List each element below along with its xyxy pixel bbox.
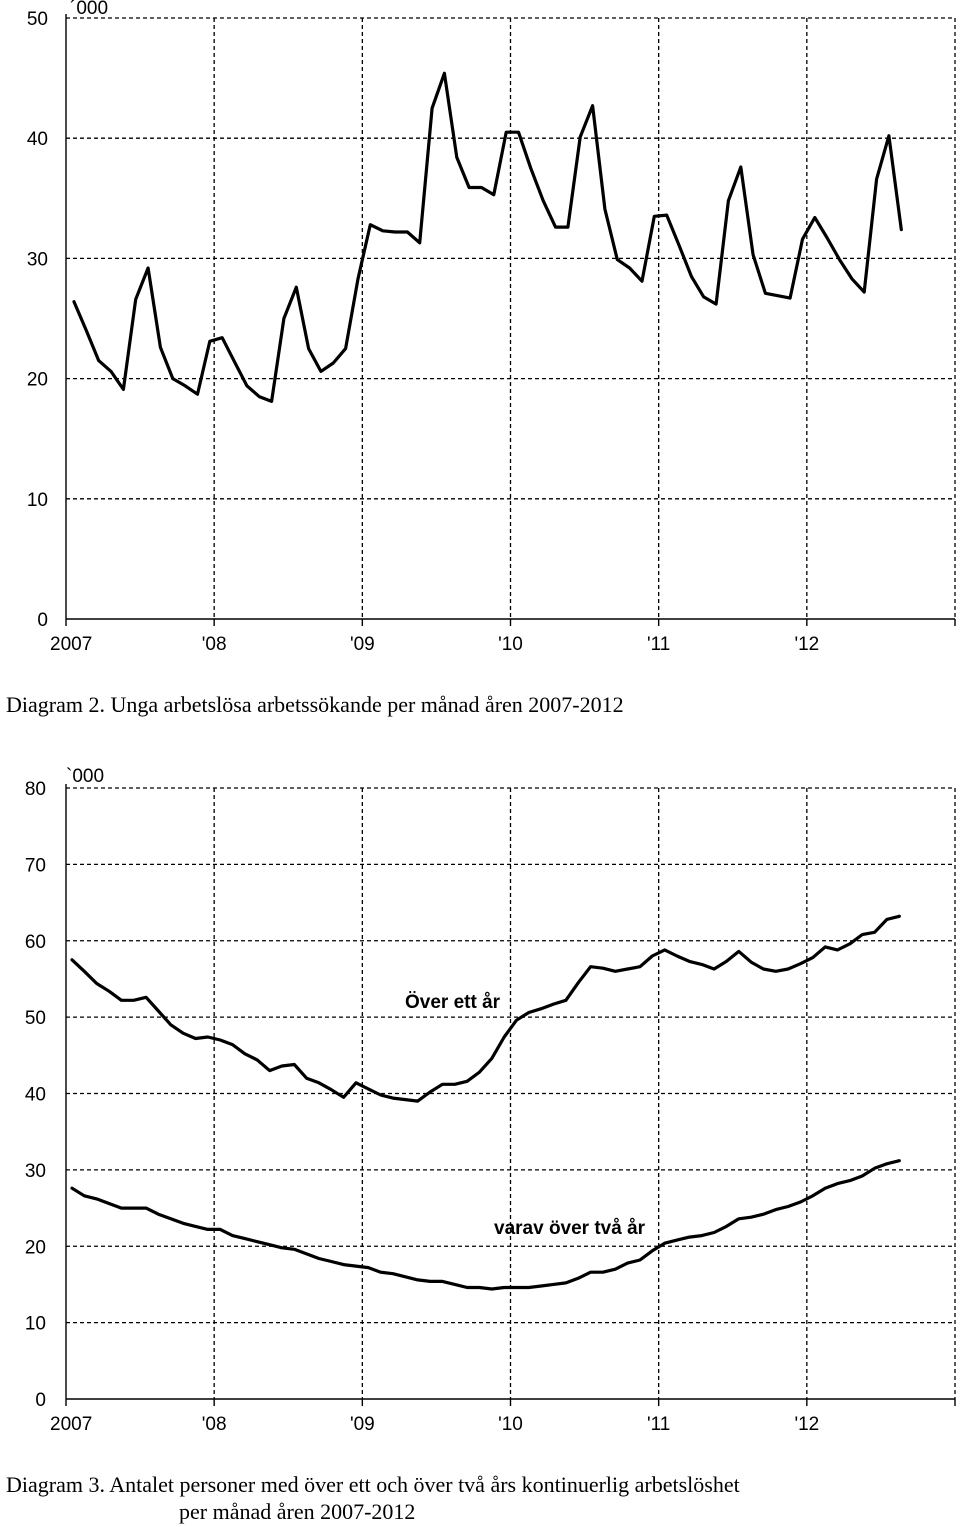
x-tick-label: '08 (202, 1414, 227, 1435)
diagram-2-caption-text: Diagram 2. Unga arbetslösa arbetssökande… (6, 692, 624, 717)
y-tick-label: 0 (35, 1390, 46, 1411)
x-tick-label: '12 (794, 1414, 819, 1435)
y-tick-label: 40 (27, 129, 48, 150)
diagram-3-caption-line-2: per månad åren 2007-2012 (179, 1499, 416, 1524)
x-tick-label: '09 (350, 634, 375, 655)
x-tick-label: '11 (647, 634, 670, 655)
y-tick-label: 40 (25, 1085, 46, 1106)
series-line (70, 1159, 901, 1291)
y-tick-label: 20 (27, 370, 48, 391)
diagram-3-caption: Diagram 3. Antalet personer med över ett… (6, 1471, 740, 1525)
x-tick-label: '11 (647, 1414, 670, 1435)
y-tick-label: 30 (25, 1161, 46, 1182)
y-tick-label: 10 (25, 1314, 46, 1335)
x-tick-label: 2007 (50, 1414, 92, 1435)
x-tick-label: 2007 (50, 634, 92, 655)
x-tick-label: '10 (498, 634, 523, 655)
y-tick-label: 70 (25, 855, 46, 876)
series-label: Över ett år (405, 992, 501, 1013)
y-tick-label: 30 (27, 249, 48, 270)
diagram-2-caption: Diagram 2. Unga arbetslösa arbetssökande… (6, 692, 624, 718)
chart-young-unemployed: 0 10 20 30 40 50 2007 '08 '09 '10 '11 '12 ´000 (27, 0, 956, 655)
unit-label: ´000 (70, 0, 108, 19)
x-tick-label: '08 (202, 634, 227, 655)
chart-long-term-unemployed: 0 10 20 30 40 50 60 70 80 2007 '08 '09 '10 '11 '12 `000… (25, 766, 956, 1435)
x-tick-label: '09 (350, 1414, 375, 1435)
series-line (72, 71, 903, 403)
y-tick-label: 10 (27, 490, 48, 511)
unit-label: `000 (66, 766, 104, 787)
x-tick-label: '10 (498, 1414, 523, 1435)
series-line (70, 914, 901, 1103)
y-tick-label: 60 (25, 932, 46, 953)
series-label: varav över två år (494, 1218, 646, 1239)
y-tick-label: 50 (25, 1008, 46, 1029)
y-tick-label: 20 (25, 1237, 46, 1258)
diagram-3-caption-line-1: Diagram 3. Antalet personer med över ett… (6, 1472, 740, 1497)
y-tick-label: 50 (27, 9, 48, 30)
y-tick-label: 0 (37, 610, 48, 631)
x-tick-label: '12 (794, 634, 819, 655)
y-tick-label: 80 (25, 779, 46, 800)
